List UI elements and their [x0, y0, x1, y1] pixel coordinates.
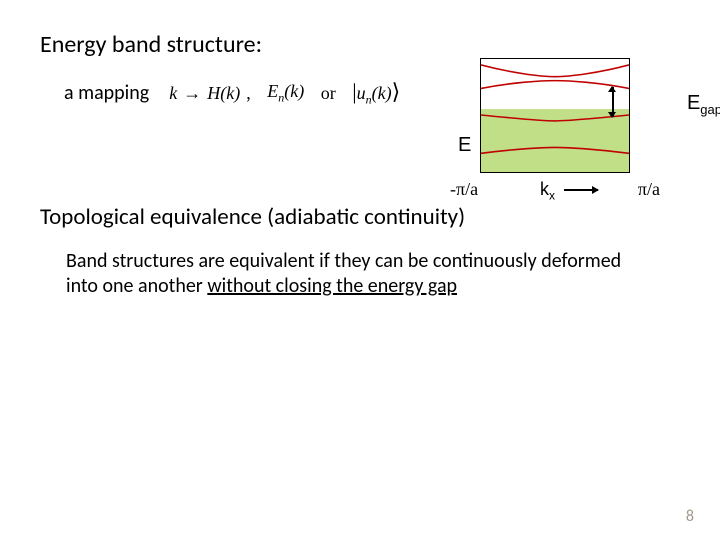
kx-arrow-icon: [564, 189, 598, 191]
mapping-label: a mapping: [64, 81, 149, 105]
section-heading: Topological equivalence (adiabatic conti…: [40, 203, 680, 231]
hamiltonian: H(k): [207, 83, 240, 104]
page-number: 8: [686, 507, 694, 526]
mapsto-arrow-icon: →: [183, 83, 201, 104]
mapping-formula: k → H(k) , En(k) or |un(k)⟩: [169, 79, 400, 108]
or-text: or: [321, 83, 336, 104]
k-vector: k: [169, 83, 177, 104]
band-diagram: [480, 58, 630, 173]
valence-fill: [481, 109, 629, 172]
energy-eigenvalue: En(k): [267, 81, 304, 106]
energy-axis-label: E: [458, 134, 471, 157]
gap-arrow-icon: [607, 87, 619, 117]
page-title: Energy band structure:: [40, 30, 680, 59]
energy-gap-label: Egap: [687, 92, 720, 117]
body-paragraph: Band structures are equivalent if they c…: [66, 249, 640, 299]
comma: ,: [246, 83, 251, 104]
x-axis-left-label: -π/a: [450, 179, 478, 200]
body-text-underlined: without closing the energy gap: [207, 274, 457, 298]
band-diagram-container: E Egap -π/a kx π/a: [480, 58, 680, 201]
kx-label: kx: [540, 179, 555, 203]
band-valence-lower: [481, 147, 629, 153]
x-axis-right-label: π/a: [638, 179, 660, 200]
kx-axis-labels: -π/a kx π/a: [480, 179, 630, 201]
bloch-ket: |un(k)⟩: [352, 79, 400, 108]
band-conduction-upper: [481, 65, 629, 77]
